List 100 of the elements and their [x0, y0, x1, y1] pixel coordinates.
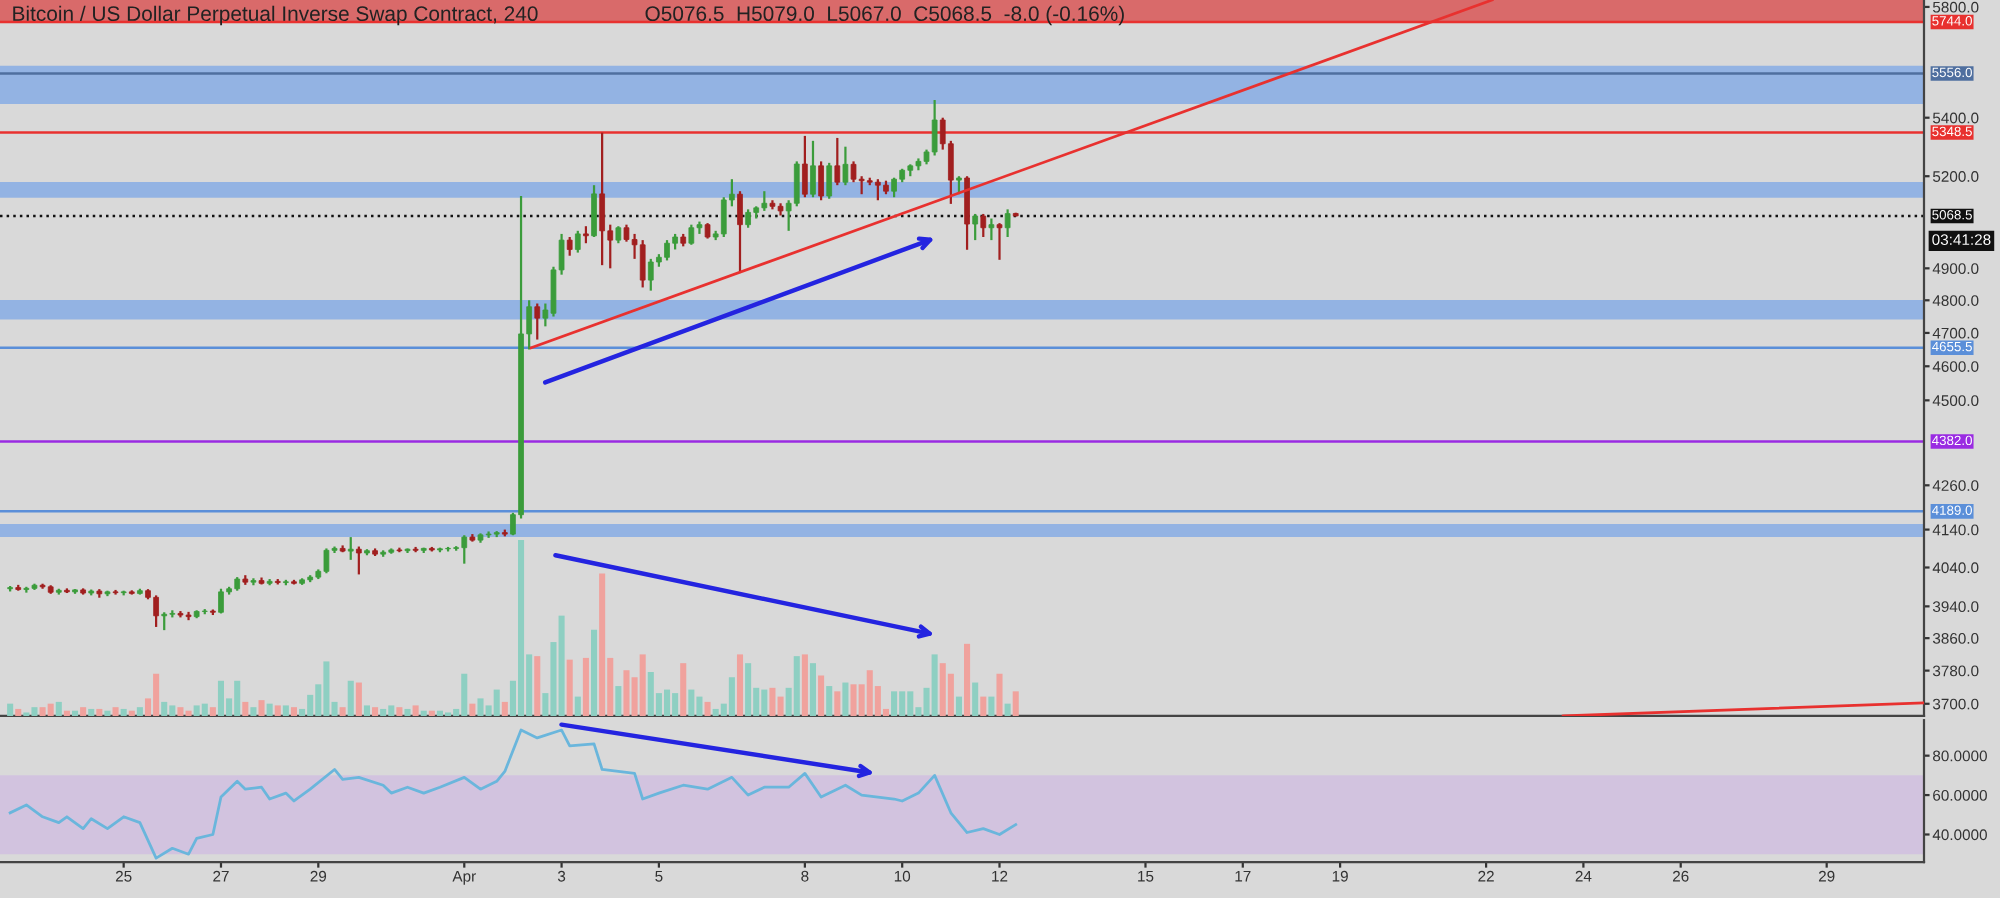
bar — [388, 705, 395, 716]
bar — [663, 689, 671, 716]
candlestick — [802, 134, 808, 199]
bar — [1004, 703, 1011, 716]
bar — [672, 693, 679, 716]
bar — [688, 689, 695, 716]
chart-subtitle: O5076.5 H5079.0 L5067.0 C5068.5 -8.0 (-0.16%) — [645, 5, 1124, 26]
bar — [234, 680, 241, 716]
candlestick — [112, 588, 119, 596]
bar — [907, 691, 914, 716]
bar — [420, 710, 427, 716]
bar — [566, 659, 573, 716]
bar — [185, 710, 192, 716]
bar — [80, 707, 87, 716]
bar — [469, 703, 476, 716]
candlestick — [591, 184, 597, 239]
bar — [518, 539, 525, 716]
candlestick — [218, 587, 224, 615]
candlestick — [574, 229, 581, 254]
bar — [615, 686, 622, 716]
bar — [623, 670, 630, 716]
bar — [96, 708, 103, 716]
bar — [964, 643, 971, 716]
bar — [680, 663, 687, 716]
candlestick — [842, 145, 849, 187]
bar — [7, 703, 14, 716]
bar — [599, 573, 606, 716]
bar — [931, 654, 938, 716]
candlestick — [323, 547, 330, 575]
bar — [712, 708, 719, 716]
candlestick — [599, 131, 605, 267]
candlestick — [875, 178, 881, 202]
bar — [169, 705, 176, 716]
bar — [120, 708, 127, 716]
bar — [347, 680, 354, 716]
bar — [493, 689, 500, 716]
bar — [1012, 691, 1019, 716]
candlestick — [153, 594, 159, 629]
bar — [955, 696, 962, 716]
bar — [153, 673, 160, 716]
bar — [380, 708, 387, 716]
bar — [339, 707, 346, 716]
bar — [899, 691, 906, 716]
bar — [939, 663, 946, 716]
bar — [461, 673, 468, 716]
candlestick — [534, 302, 541, 341]
candlestick — [891, 176, 897, 199]
bar — [209, 707, 216, 716]
bar — [396, 707, 403, 716]
candlestick — [664, 239, 670, 262]
candlestick — [826, 161, 833, 200]
bar — [47, 703, 54, 716]
bar — [71, 710, 79, 716]
bar — [355, 682, 362, 716]
candlestick — [996, 222, 1003, 261]
bar — [412, 705, 419, 716]
bar — [177, 707, 184, 716]
bar — [477, 698, 484, 716]
bar — [834, 691, 841, 716]
bar — [793, 656, 800, 716]
bar — [217, 680, 225, 716]
bar — [891, 691, 898, 716]
bar — [250, 707, 257, 716]
bar — [242, 701, 249, 716]
candlestick — [356, 545, 362, 576]
bar — [31, 707, 38, 716]
bar — [436, 710, 443, 716]
bar — [323, 661, 330, 716]
candlestick — [850, 160, 857, 184]
bar — [980, 696, 987, 716]
candlestick — [818, 160, 824, 202]
candlestick — [688, 223, 695, 246]
bar — [582, 657, 589, 716]
bar — [736, 654, 744, 716]
bar — [842, 682, 849, 716]
bar — [866, 670, 873, 716]
candlestick — [566, 235, 573, 257]
candlestick — [793, 160, 800, 208]
bar — [39, 707, 46, 716]
bar — [818, 675, 825, 716]
bar — [363, 705, 370, 716]
bar — [826, 686, 833, 716]
candlestick — [810, 139, 816, 199]
bar — [282, 705, 289, 716]
candlestick — [647, 257, 654, 292]
bar — [647, 671, 654, 716]
bar — [728, 677, 735, 716]
candlestick — [972, 212, 979, 242]
bar — [372, 707, 379, 716]
candlestick — [461, 534, 468, 565]
bar — [801, 654, 808, 716]
bar — [639, 654, 646, 716]
bar — [88, 708, 95, 716]
bar — [266, 703, 273, 716]
bar — [290, 707, 298, 716]
candlestick — [737, 190, 743, 275]
bar — [55, 701, 62, 716]
bar — [201, 703, 208, 716]
bar — [972, 682, 979, 716]
bar — [15, 708, 22, 716]
